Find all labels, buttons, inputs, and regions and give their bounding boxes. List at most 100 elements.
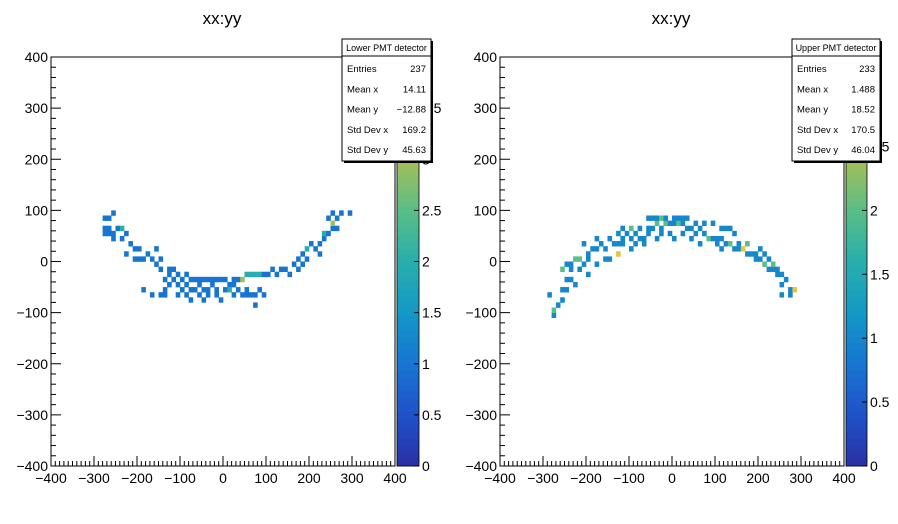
histogram-bin xyxy=(162,287,168,293)
color-scale-segment xyxy=(397,370,419,378)
y-tick-label: 100 xyxy=(474,202,498,218)
histogram-bin xyxy=(214,276,219,283)
histogram-bin xyxy=(603,256,608,262)
color-scale-segment xyxy=(397,411,419,419)
y-tick-label: −300 xyxy=(465,407,497,423)
y-tick-label: −100 xyxy=(465,305,497,321)
histogram-bin xyxy=(607,235,613,242)
histogram-bin xyxy=(693,230,699,237)
histogram-bin xyxy=(637,225,643,232)
histogram-bin xyxy=(650,215,656,221)
x-tick-label: 100 xyxy=(703,470,727,486)
histogram-bin xyxy=(732,230,737,237)
x-tick-label: 200 xyxy=(297,470,321,486)
histogram-bin xyxy=(573,281,578,288)
histogram-bin xyxy=(132,256,138,262)
y-tick-label: −400 xyxy=(16,458,48,474)
y-tick-label: 0 xyxy=(489,254,497,270)
color-scale-segment xyxy=(846,247,867,256)
histogram-bin xyxy=(296,256,301,262)
stats-row-label: Mean x xyxy=(797,84,828,95)
y-tick-label: −200 xyxy=(465,356,497,372)
histogram-bin xyxy=(547,292,552,298)
histogram-bin xyxy=(616,251,621,257)
stats-box-title: Lower PMT detector xyxy=(346,43,427,53)
histogram-bin xyxy=(715,235,720,242)
color-scale-segment xyxy=(846,227,867,235)
histogram-bin xyxy=(175,281,181,288)
histogram-bin xyxy=(680,215,686,221)
color-scale-segment xyxy=(397,254,419,262)
x-tick-label: 400 xyxy=(383,470,407,486)
color-scale-segment xyxy=(846,377,867,385)
histogram-bin xyxy=(326,230,331,237)
histogram-bin xyxy=(646,230,651,237)
color-scale-segment xyxy=(397,166,419,174)
histogram-bin xyxy=(633,241,638,247)
histogram-bin xyxy=(788,287,793,293)
color-scale-segment xyxy=(846,234,867,242)
histogram-bin xyxy=(792,287,797,293)
histogram-bin xyxy=(115,225,121,232)
histogram-bin xyxy=(723,241,729,247)
stats-row-value: 46.04 xyxy=(851,145,875,156)
histogram-bin xyxy=(693,220,699,227)
histogram-bin xyxy=(218,297,224,303)
color-scale-segment xyxy=(397,295,419,303)
histogram-bin xyxy=(633,230,638,237)
histogram-bin xyxy=(659,225,664,232)
histogram-bin xyxy=(620,235,625,242)
histogram-bin xyxy=(188,276,194,283)
histogram-bin xyxy=(594,246,600,252)
histogram-bin xyxy=(753,256,759,262)
histogram-bin xyxy=(124,230,129,237)
histogram-bin xyxy=(106,215,112,221)
stats-row-value: 170.5 xyxy=(851,125,875,136)
histogram-bin xyxy=(175,271,181,278)
histogram-bin xyxy=(330,225,336,232)
color-scale-segment xyxy=(846,220,867,228)
color-scale-segment xyxy=(397,459,419,467)
histogram-bin xyxy=(240,276,245,283)
histogram-bin xyxy=(560,266,565,273)
histogram-bin xyxy=(171,266,176,273)
histogram-bin xyxy=(672,215,677,221)
histogram-bin xyxy=(188,297,194,303)
stats-row-label: Mean y xyxy=(347,105,378,116)
histogram-bin xyxy=(201,287,207,293)
histogram-bin xyxy=(184,292,189,298)
color-scale-segment xyxy=(397,356,419,365)
chart-title: xx:yy xyxy=(652,9,691,28)
histogram-bin xyxy=(158,256,164,262)
histogram-bin xyxy=(586,251,591,257)
histogram-bin xyxy=(197,281,202,288)
histogram-bin xyxy=(663,215,668,221)
y-tick-label: 100 xyxy=(25,202,49,218)
histogram-bin xyxy=(749,251,754,257)
histogram-bin xyxy=(300,251,305,257)
y-tick-label: 400 xyxy=(474,49,498,65)
histogram-bin xyxy=(564,276,570,283)
histogram-bin xyxy=(253,302,258,308)
histogram-bin xyxy=(210,281,215,288)
histogram-bin xyxy=(586,256,591,262)
histogram-bin xyxy=(616,230,621,237)
histogram-bin xyxy=(766,266,772,273)
histogram-bin xyxy=(568,276,574,283)
histogram-bin xyxy=(145,251,151,257)
color-scale-segment xyxy=(846,179,867,187)
histogram-bin xyxy=(667,220,673,227)
histogram-bin xyxy=(106,225,112,232)
histogram-bin xyxy=(111,230,116,237)
chart-pad-2: xx:yy−400 −300 −200 −100 0 100 200 300 400−400−3… xyxy=(465,9,889,486)
histogram-bin xyxy=(231,292,237,298)
color-scale-segment xyxy=(397,350,419,358)
color-scale-segment xyxy=(846,343,867,351)
color-scale-segment xyxy=(846,384,867,392)
histogram-bin xyxy=(137,256,142,262)
histogram-bin xyxy=(577,266,582,273)
color-scale-segment xyxy=(397,193,419,201)
color-scale-segment xyxy=(846,391,867,399)
color-scale-segment xyxy=(846,193,867,201)
histogram-bin xyxy=(313,246,318,252)
